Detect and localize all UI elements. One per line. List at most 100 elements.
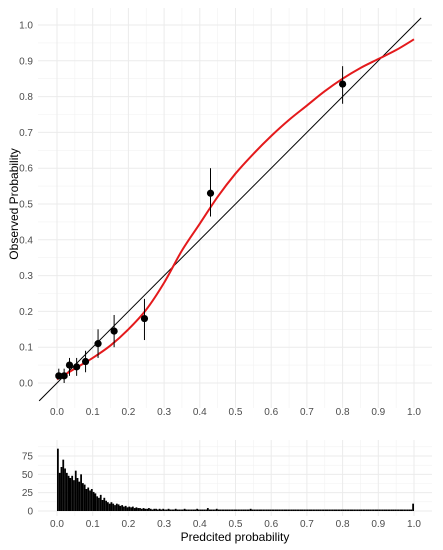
histogram-bar	[148, 508, 150, 511]
histogram-bar	[110, 502, 113, 511]
histogram-bar	[98, 497, 100, 511]
y-tick-label: 50	[22, 470, 34, 481]
x-tick-label: 0.9	[371, 407, 385, 418]
y-tick-label: 1.0	[19, 21, 33, 32]
x-tick-label: 0.5	[229, 519, 243, 530]
histogram-bar	[372, 509, 375, 511]
histogram-bar	[128, 506, 131, 511]
observed-point	[81, 357, 90, 366]
histogram-bars	[57, 448, 414, 511]
histogram-bar	[81, 483, 84, 511]
y-tick-label: 0.0	[19, 379, 33, 390]
histogram-bar	[278, 509, 281, 511]
histogram-bar	[115, 503, 118, 511]
x-tick-label: 0.7	[300, 407, 314, 418]
histogram-bar	[149, 508, 152, 511]
x-tick-label: 0.6	[264, 407, 278, 418]
histogram-bar	[260, 509, 263, 511]
y-tick-label: 0.9	[19, 56, 33, 67]
histogram-bar	[226, 509, 229, 511]
x-tick-label: 0.2	[121, 519, 135, 530]
histogram-bar	[85, 489, 88, 511]
histogram-bar	[190, 509, 193, 511]
histogram-bar	[121, 505, 124, 511]
histogram-bar	[317, 509, 320, 511]
histogram-bar	[255, 509, 257, 511]
y-tick-label: 0	[27, 507, 33, 518]
histogram-bar	[321, 509, 323, 511]
calibration-marks	[38, 17, 422, 402]
histogram-bar	[339, 509, 341, 511]
histogram-bar	[117, 504, 120, 511]
histogram-bar	[403, 509, 406, 511]
histogram-bar	[171, 509, 174, 511]
histogram-bar	[231, 509, 234, 511]
x-tick-label: 1.0	[407, 407, 421, 418]
histogram-bar	[124, 505, 127, 511]
histogram-bar	[305, 509, 307, 511]
histogram-bar	[294, 509, 297, 511]
histogram-bar	[62, 459, 65, 511]
histogram-bar	[173, 509, 175, 511]
histogram-bar	[78, 481, 81, 511]
histogram-bar	[287, 509, 290, 511]
y-tick-label: 0.4	[19, 235, 33, 246]
histogram-bar	[240, 509, 243, 511]
histogram-bar	[347, 509, 350, 511]
histogram-bar	[265, 509, 268, 511]
histogram-bar	[310, 509, 313, 511]
histogram-bar	[208, 509, 211, 511]
histogram-bar	[174, 508, 177, 511]
histogram-bar	[203, 509, 206, 511]
histogram-bar	[156, 509, 159, 511]
histogram-bar	[194, 509, 197, 511]
histogram-bar	[169, 509, 172, 511]
histogram-bar	[367, 509, 370, 511]
histogram-bar	[94, 493, 97, 511]
histogram-bar	[180, 509, 182, 511]
histogram-bar	[349, 509, 352, 511]
smoothed-calibration-curve	[56, 38, 415, 381]
histogram-bar	[92, 491, 95, 511]
x-tick-label: 1.0	[407, 519, 421, 530]
x-tick-label: 0.1	[86, 519, 100, 530]
histogram-bar	[155, 508, 157, 511]
y-tick-label: 0.2	[19, 307, 33, 318]
observed-point	[73, 363, 81, 371]
histogram-bar	[283, 509, 286, 511]
x-tick-label: 0.2	[121, 407, 135, 418]
histogram-bar	[237, 509, 240, 511]
histogram-bar	[340, 509, 343, 511]
histogram-bar	[192, 509, 195, 511]
histogram-bar	[280, 509, 282, 511]
calibration-y-ticks: 0.0 0.1 0.2 0.3 0.4 0.5 0.6 0.7 0.8 0.9 1.0	[19, 21, 33, 390]
observed-point	[140, 314, 149, 323]
histogram-bar	[249, 508, 252, 511]
calibration-x-ticks: 0.0 0.1 0.2 0.3 0.4 0.5 0.6 0.7 0.8 0.9 1.0	[50, 407, 421, 418]
histogram-bar	[346, 509, 348, 511]
histogram-bar	[315, 509, 318, 511]
histogram-bar	[146, 508, 149, 511]
observed-point	[65, 361, 74, 369]
histogram-bar	[90, 489, 93, 511]
x-tick-label: 0.5	[229, 407, 243, 418]
histogram-bar	[326, 509, 329, 511]
x-tick-label: 0.8	[336, 519, 350, 530]
calibration-plot-panel: 0.0 0.1 0.2 0.3 0.4 0.5 0.6 0.7 0.8 0.9 1.0 0.0 0.1…	[7, 8, 432, 418]
histogram-bar	[308, 509, 311, 511]
histogram-bar	[360, 509, 363, 511]
histogram-bar	[397, 509, 400, 511]
histogram-bar	[276, 509, 279, 511]
histogram-bar	[351, 509, 354, 511]
histogram-bar	[396, 509, 398, 511]
histogram-bar	[80, 474, 82, 511]
histogram-bar	[181, 509, 184, 511]
x-tick-label: 0.7	[300, 519, 314, 530]
x-tick-label: 0.3	[157, 407, 171, 418]
histogram-bar	[198, 509, 200, 511]
histogram-bar	[239, 509, 241, 511]
histogram-bar	[210, 509, 213, 511]
histogram-bar	[69, 478, 72, 511]
histogram-bar	[380, 509, 382, 511]
histogram-bar	[410, 509, 413, 511]
